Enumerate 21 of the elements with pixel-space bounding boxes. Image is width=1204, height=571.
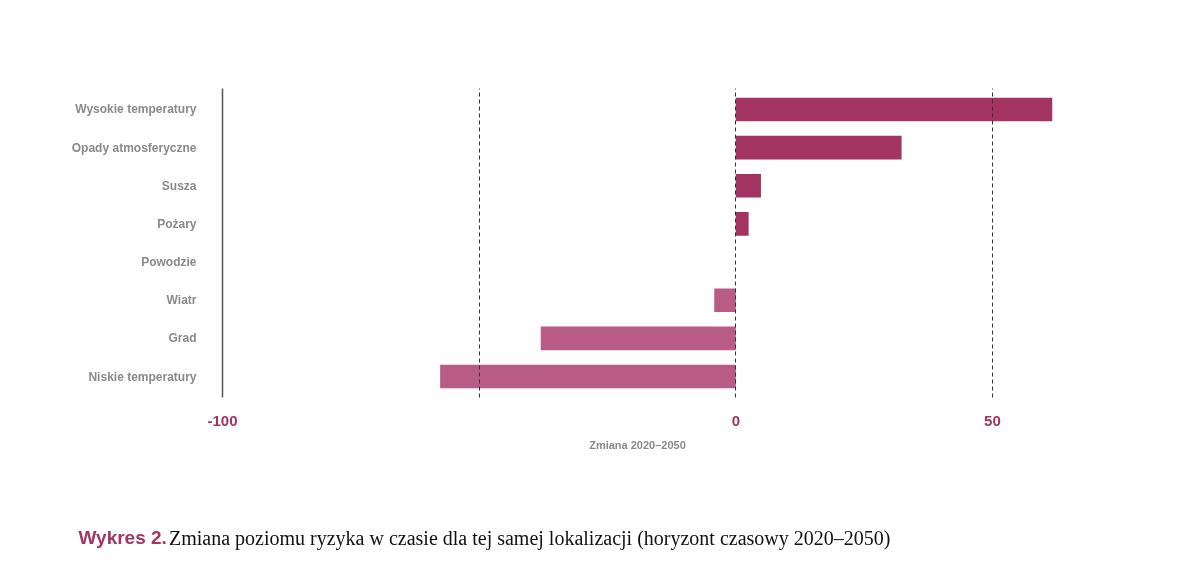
- text: Zmiana poziomu ryzyka w czasie dla tej samej lokalizacji (horyzont czasowy 2020–2050): [169, 526, 891, 550]
- y-tick-label: Pożary: [157, 216, 197, 231]
- bar: [735, 212, 749, 236]
- x-tick-label: 0: [731, 411, 740, 429]
- y-tick-label: Powodzie: [141, 255, 197, 270]
- y-tick-label: Opady atmosferyczne: [71, 140, 197, 155]
- y-tick-label: Grad: [168, 331, 197, 346]
- x-axis-title: Zmiana 2020–2050: [589, 438, 686, 451]
- bar: [735, 173, 761, 198]
- x-tick-label: -100: [207, 411, 238, 429]
- y-tick-label: Wysokie temperatury: [75, 102, 197, 117]
- bar: [735, 135, 902, 160]
- text: Wykres 2.: [78, 527, 167, 548]
- bar: [440, 364, 736, 389]
- bar: [735, 97, 1053, 122]
- bar: [540, 326, 736, 351]
- y-tick-label: Susza: [161, 178, 197, 193]
- y-tick-label: Wiatr: [166, 293, 197, 308]
- bar: [714, 288, 736, 313]
- x-tick-label: 50: [984, 411, 1001, 429]
- y-tick-label: Niskie temperatury: [88, 369, 197, 384]
